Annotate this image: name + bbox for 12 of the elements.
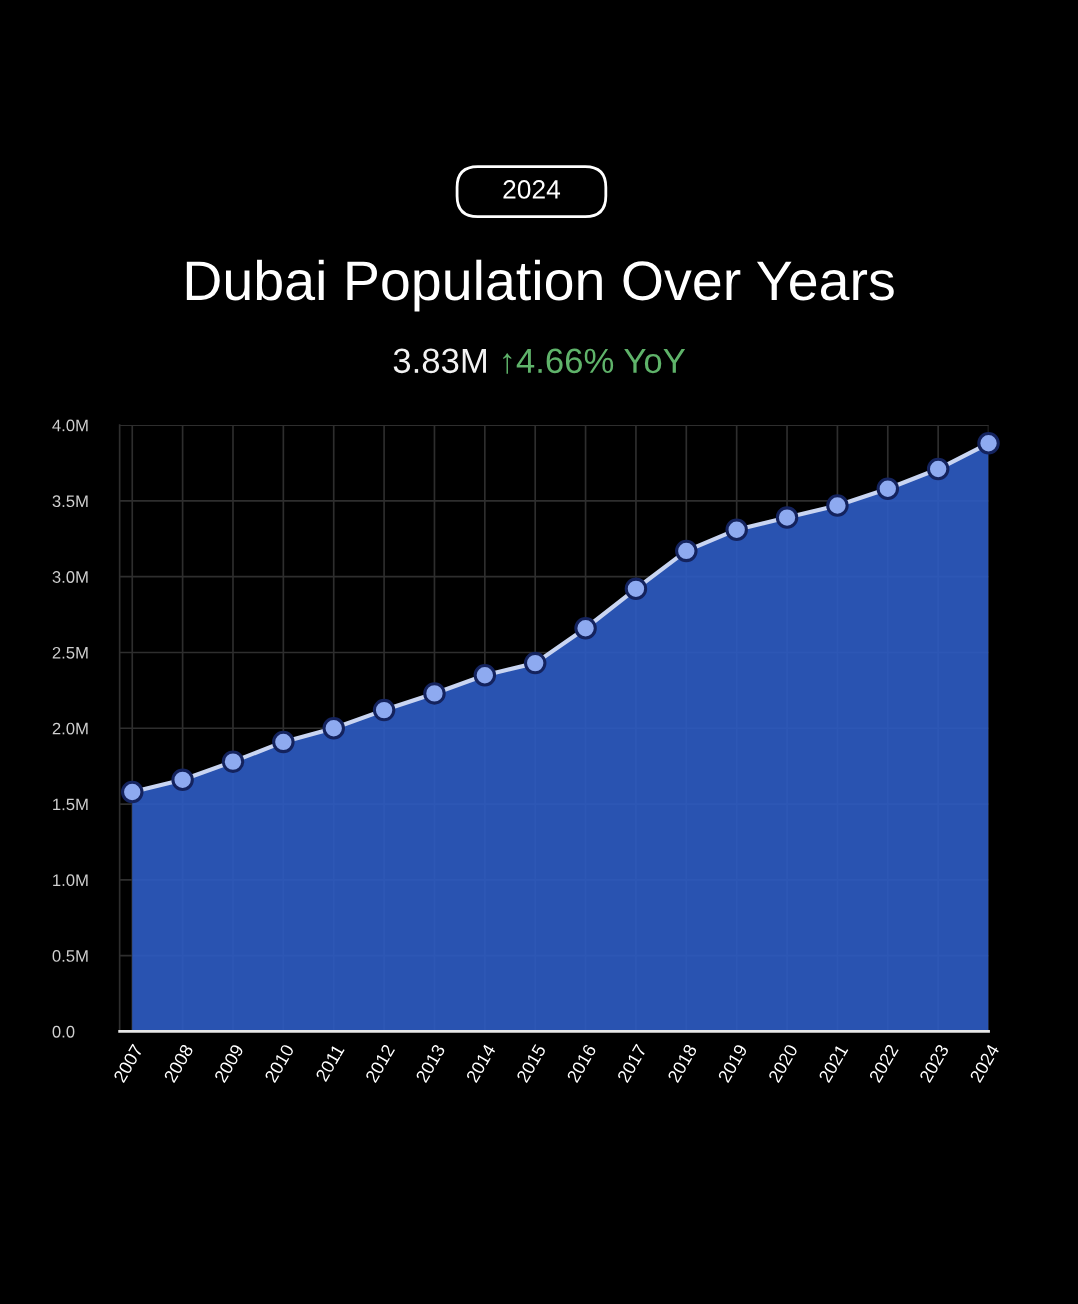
chart-title: Dubai Population Over Years bbox=[186, 259, 894, 312]
y-tick-label: 3.5M bbox=[52, 495, 88, 508]
y-tick-label: 0.0 bbox=[52, 1025, 75, 1038]
y-tick-label: 1.5M bbox=[53, 798, 88, 811]
chart-subtitle: 3.83M ↑4.66% YoY bbox=[393, 348, 686, 374]
text: 2024 bbox=[503, 180, 561, 199]
y-tick-label: 0.5M bbox=[52, 950, 88, 962]
y-tick-label: 2.0M bbox=[52, 722, 88, 735]
y-tick-label: 1.0M bbox=[53, 874, 88, 887]
y-tick-label: 4.0M bbox=[52, 419, 88, 432]
y-tick-label: 3.0M bbox=[52, 571, 88, 583]
y-tick-label: 2.5M bbox=[52, 646, 88, 659]
